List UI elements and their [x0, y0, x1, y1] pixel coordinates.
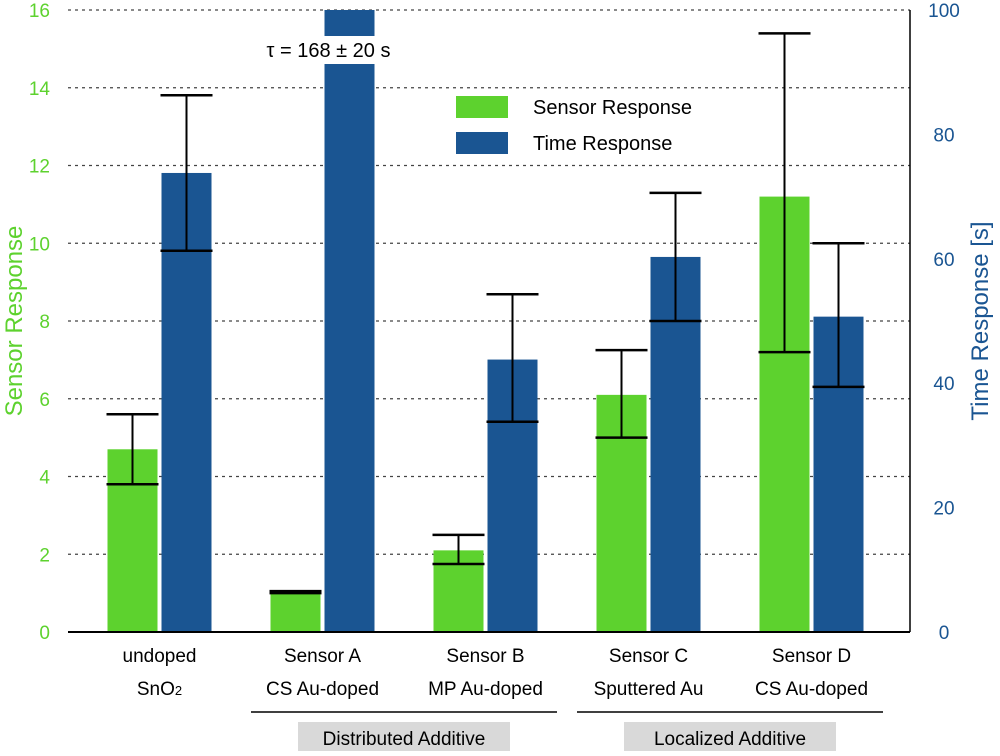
legend-label: Time Response — [533, 133, 672, 155]
annotation-text: τ = 168 ± 20 s — [267, 40, 391, 62]
left-tick-label: 2 — [39, 545, 50, 566]
category-label-line2-main: CS Au-doped — [755, 679, 868, 700]
left-tick-label: 10 — [29, 234, 50, 255]
category-label-line2-main: Sputtered Au — [594, 679, 704, 700]
bar-sensor-response — [270, 593, 321, 632]
axes: 0 2 4 6 8 10 12 14 16 0 20 40 60 80 100 Sensor Response… — [1, 1, 994, 644]
group-label-background — [624, 722, 836, 751]
right-tick-label: 20 — [933, 499, 954, 520]
category-label-line1: Sensor A — [284, 646, 361, 667]
left-tick-label: 16 — [29, 1, 50, 22]
legend: Sensor Response Time Response — [456, 96, 692, 155]
legend-swatch — [456, 96, 508, 118]
category-label-line1: undoped — [123, 646, 197, 667]
category-label-line2: SnO2 — [137, 679, 182, 700]
right-tick-label: 80 — [933, 125, 954, 146]
right-tick-label: 100 — [928, 1, 960, 22]
category-label-subscript: 2 — [175, 683, 182, 698]
left-tick-label: 8 — [39, 312, 50, 333]
left-tick-label: 0 — [39, 623, 50, 644]
legend-swatch — [456, 132, 508, 154]
category-label-line1: Sensor D — [772, 646, 851, 667]
annotation-background — [238, 36, 407, 64]
category-label-line2: CS Au-doped — [755, 679, 868, 700]
left-tick-label: 6 — [39, 390, 50, 411]
category-label-line2-main: SnO — [137, 679, 175, 700]
category-label-line1: Sensor C — [609, 646, 688, 667]
category-label-line2: Sputtered Au — [594, 679, 704, 700]
category-label-line2-main: MP Au-doped — [428, 679, 543, 700]
left-tick-label: 4 — [39, 468, 50, 489]
right-tick-label: 40 — [933, 374, 954, 395]
category-label-line1: Sensor B — [446, 646, 524, 667]
category-label-line2: MP Au-doped — [428, 679, 543, 700]
category-label-line2-main: CS Au-doped — [266, 679, 379, 700]
group-label: Distributed Additive — [323, 729, 486, 750]
category-label-line2: CS Au-doped — [266, 679, 379, 700]
left-tick-label: 14 — [29, 79, 51, 100]
error-bars — [106, 32, 865, 595]
labels: undoped SnO2 Sensor A CS Au-doped Sensor B MP… — [123, 36, 883, 751]
right-tick-label: 0 — [939, 623, 950, 644]
left-axis-title: Sensor Response — [1, 226, 28, 417]
group-label: Localized Additive — [654, 729, 806, 750]
group-label-background — [298, 722, 510, 751]
legend-label: Sensor Response — [533, 97, 692, 119]
bar-time-response — [324, 10, 375, 632]
left-tick-label: 12 — [29, 157, 50, 178]
right-tick-label: 60 — [933, 250, 954, 271]
right-axis-title: Time Response [s] — [967, 221, 994, 420]
